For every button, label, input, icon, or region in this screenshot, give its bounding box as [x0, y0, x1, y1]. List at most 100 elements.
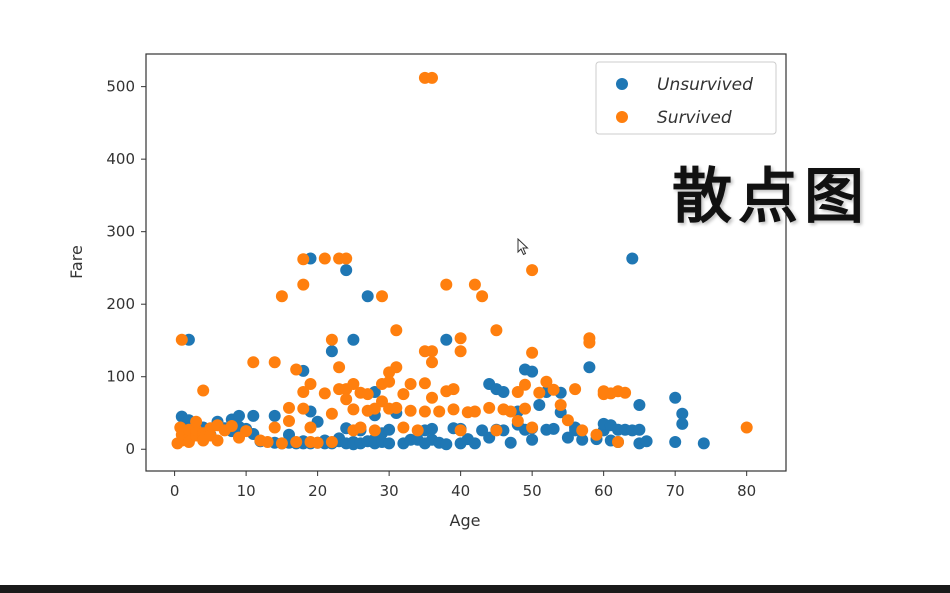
- mouse-pointer-icon: [517, 237, 529, 260]
- point-survived-103: [519, 378, 531, 391]
- point-survived-69: [390, 361, 403, 374]
- x-axis: 0 10 20 30 40 50 60 70 80: [170, 471, 756, 500]
- point-survived-101: [511, 386, 524, 398]
- point-survived-51: [340, 393, 353, 406]
- point-unsurvived-119: [676, 407, 689, 420]
- point-survived-36: [297, 386, 310, 398]
- point-survived-28: [275, 290, 288, 303]
- point-survived-23: [247, 356, 260, 369]
- point-survived-68: [390, 324, 403, 337]
- x-tick-label-60: 60: [594, 482, 613, 500]
- point-survived-26: [268, 356, 281, 369]
- point-unsurvived-90: [526, 433, 539, 446]
- point-survived-87: [447, 383, 460, 396]
- point-survived-104: [519, 402, 531, 415]
- point-unsurvived-43: [340, 264, 353, 277]
- point-survived-34: [297, 253, 310, 266]
- x-tick-label-80: 80: [737, 482, 756, 500]
- point-survived-84: [433, 405, 446, 418]
- point-survived-109: [540, 375, 553, 388]
- y-tick-label-200: 200: [106, 295, 135, 313]
- point-survived-110: [547, 383, 560, 396]
- point-unsurvived-82: [497, 386, 510, 398]
- point-unsurvived-16: [233, 409, 245, 422]
- point-survived-38: [304, 378, 317, 390]
- point-survived-30: [283, 415, 295, 427]
- point-survived-46: [325, 436, 338, 448]
- y-axis: 0 100 200 300 400 500: [106, 78, 146, 458]
- point-survived-80: [426, 71, 438, 84]
- point-survived-37: [297, 402, 310, 415]
- point-survived-39: [304, 421, 317, 434]
- point-survived-123: [619, 386, 632, 399]
- point-survived-96: [483, 401, 496, 414]
- point-survived-81: [426, 345, 438, 358]
- point-unsurvived-102: [583, 361, 596, 374]
- point-survived-25: [261, 436, 274, 448]
- legend-marker-survived: [616, 111, 628, 123]
- legend-box: [595, 61, 777, 135]
- scatter-points: [171, 71, 753, 451]
- point-unsurvived-84: [504, 436, 517, 449]
- point-survived-32: [290, 363, 303, 376]
- point-unsurvived-113: [633, 399, 646, 411]
- y-tick-label-0: 0: [125, 440, 135, 458]
- x-tick-label-70: 70: [666, 482, 685, 500]
- y-tick-label-400: 400: [106, 150, 135, 168]
- point-unsurvived-116: [640, 435, 653, 448]
- point-survived-2: [175, 333, 188, 346]
- point-unsurvived-22: [268, 409, 281, 422]
- point-survived-95: [476, 290, 489, 303]
- point-survived-50: [340, 252, 353, 265]
- point-survived-93: [468, 278, 481, 291]
- x-tick-label-20: 20: [308, 482, 327, 500]
- point-survived-61: [368, 424, 381, 437]
- point-survived-90: [454, 345, 467, 358]
- point-survived-42: [318, 252, 331, 265]
- legend: Unsurvived Survived: [595, 61, 777, 135]
- x-tick-label-30: 30: [380, 482, 399, 500]
- point-survived-79: [418, 405, 431, 418]
- legend-label-survived: Survived: [657, 108, 732, 128]
- point-unsurvived-120: [676, 417, 689, 430]
- bottom-border: [0, 585, 950, 593]
- point-unsurvived-117: [669, 391, 682, 404]
- point-unsurvived-92: [533, 399, 546, 411]
- point-unsurvived-114: [633, 423, 646, 436]
- point-survived-72: [397, 421, 410, 434]
- point-survived-54: [347, 403, 360, 416]
- plot-frame: [145, 53, 787, 472]
- point-unsurvived-46: [347, 333, 360, 346]
- point-survived-102: [511, 415, 524, 427]
- point-unsurvived-121: [697, 437, 710, 450]
- point-survived-116: [583, 336, 596, 349]
- point-survived-73: [404, 378, 417, 390]
- point-survived-53: [347, 378, 360, 390]
- point-survived-85: [440, 278, 453, 291]
- point-survived-41: [311, 436, 324, 449]
- point-survived-105: [526, 264, 539, 277]
- y-axis-label: Fare: [67, 245, 86, 279]
- x-tick-label-0: 0: [170, 482, 180, 500]
- point-survived-114: [576, 424, 589, 437]
- point-unsurvived-68: [426, 422, 438, 435]
- point-survived-78: [418, 377, 431, 390]
- point-survived-91: [454, 424, 467, 437]
- y-tick-label-300: 300: [106, 223, 135, 241]
- point-survived-33: [290, 436, 303, 448]
- point-survived-97: [490, 324, 503, 337]
- x-tick-label-50: 50: [523, 482, 542, 500]
- point-unsurvived-71: [440, 438, 453, 451]
- y-tick-label-100: 100: [106, 368, 135, 386]
- point-survived-89: [454, 332, 467, 345]
- x-axis-label: Age: [450, 511, 481, 530]
- point-survived-75: [411, 424, 424, 437]
- point-survived-88: [447, 403, 460, 416]
- point-survived-18: [211, 434, 224, 447]
- point-survived-31: [283, 401, 295, 414]
- point-survived-35: [297, 278, 310, 291]
- point-unsurvived-70: [440, 333, 453, 346]
- point-survived-20: [225, 420, 238, 432]
- point-unsurvived-95: [547, 422, 560, 435]
